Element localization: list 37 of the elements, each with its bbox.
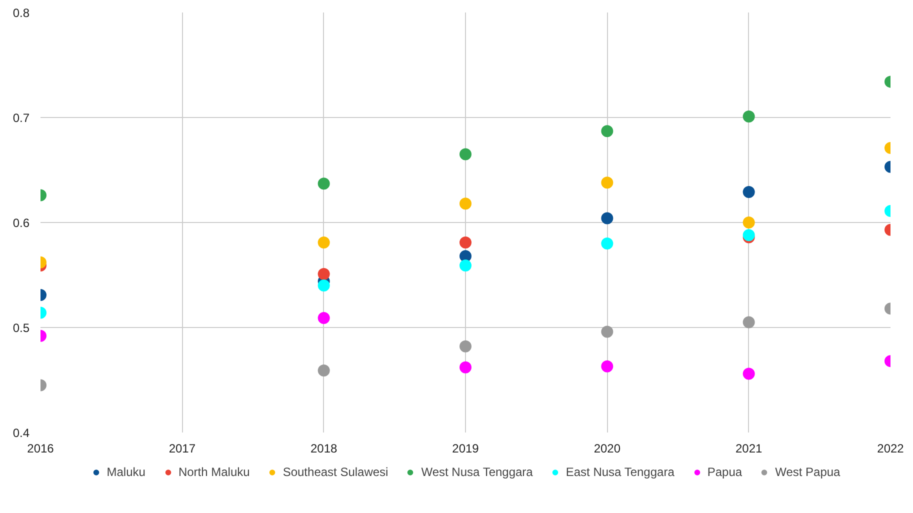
x-tick-label: 2019 bbox=[452, 442, 480, 456]
x-tick-label: 2022 bbox=[877, 442, 904, 456]
point bbox=[601, 176, 614, 189]
point bbox=[460, 260, 472, 272]
point bbox=[601, 238, 614, 250]
legend-label: Maluku bbox=[106, 465, 146, 479]
point bbox=[460, 198, 472, 210]
point bbox=[318, 280, 330, 292]
point bbox=[318, 268, 330, 280]
point bbox=[460, 148, 472, 160]
point bbox=[460, 340, 472, 352]
legend-label: Papua bbox=[707, 465, 742, 479]
y-tick-label: 0.7 bbox=[12, 111, 30, 125]
point bbox=[601, 360, 614, 372]
point bbox=[318, 236, 330, 248]
y-tick-label: 0.5 bbox=[12, 321, 30, 335]
legend-label: West Papua bbox=[775, 465, 840, 479]
point bbox=[601, 212, 614, 224]
point bbox=[460, 361, 472, 374]
point bbox=[318, 178, 330, 190]
point bbox=[601, 326, 614, 338]
legend-label: North Maluku bbox=[178, 465, 250, 479]
y-tick-label: 0.4 bbox=[12, 426, 30, 440]
point bbox=[318, 312, 330, 324]
point bbox=[460, 236, 472, 248]
x-tick-label: 2016 bbox=[27, 442, 54, 456]
y-tick-label: 0.6 bbox=[12, 216, 30, 230]
legend-label: East Nusa Tenggara bbox=[566, 465, 674, 479]
point bbox=[601, 125, 614, 138]
legend-label: West Nusa Tenggara bbox=[421, 465, 533, 479]
point bbox=[318, 364, 330, 377]
y-tick-label: 0.8 bbox=[12, 6, 30, 20]
x-tick-label: 2017 bbox=[168, 442, 196, 456]
legend-label: Southeast Sulawesi bbox=[282, 465, 388, 479]
x-tick-label: 2021 bbox=[735, 442, 763, 456]
x-tick-label: 2020 bbox=[594, 442, 621, 456]
x-tick-label: 2018 bbox=[310, 442, 338, 456]
